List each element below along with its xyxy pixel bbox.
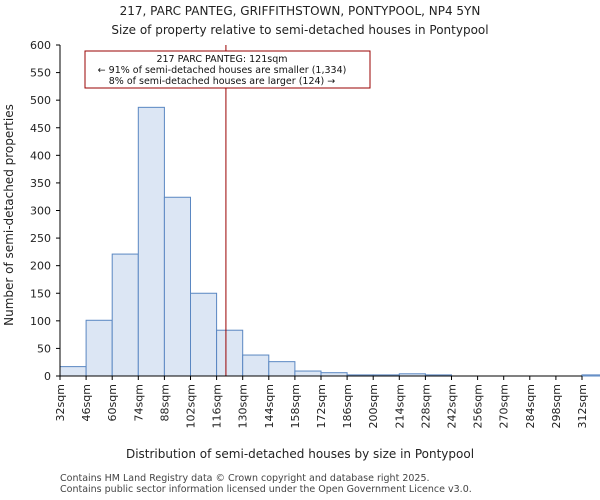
bar-116sqm — [216, 329, 244, 377]
x-tick-label: 130sqm — [237, 384, 250, 428]
bar-46sqm — [85, 319, 113, 377]
annotation-border — [84, 50, 371, 89]
annotation-box: 217 PARC PANTEG: 121sqm ← 91% of semi-de… — [84, 50, 371, 89]
bar-60sqm — [111, 253, 139, 377]
x-tick-label: 74sqm — [132, 384, 145, 421]
x-tick-label: 186sqm — [341, 384, 354, 428]
y-tick-label: 250 — [30, 232, 51, 245]
x-tick-label: 116sqm — [211, 384, 224, 428]
y-tick-label: 100 — [30, 315, 51, 328]
y-tick-label: 50 — [37, 342, 51, 355]
x-tick-label: 284sqm — [524, 384, 537, 428]
y-tick-label: 400 — [30, 149, 51, 162]
y-tick-label: 0 — [44, 370, 51, 383]
y-tick-label: 600 — [30, 39, 51, 52]
y-tick-label: 500 — [30, 94, 51, 107]
x-tick-label: 242sqm — [446, 384, 459, 428]
bar-74sqm — [137, 106, 165, 377]
x-tick-label: 88sqm — [158, 384, 171, 421]
bar-144sqm — [268, 361, 296, 377]
x-tick-label: 60sqm — [106, 384, 119, 421]
x-tick-label: 312sqm — [576, 384, 589, 428]
x-tick-label: 32sqm — [54, 384, 67, 421]
bar-32sqm — [59, 366, 87, 377]
annotation-line-2: ← 91% of semi-detached houses are smalle… — [98, 65, 347, 76]
x-tick-label: 158sqm — [289, 384, 302, 428]
y-tick-label: 450 — [30, 122, 51, 135]
y-ticks-group: 0 50 100 150 200 250 300 350 400 450 500 550 600 — [30, 39, 60, 383]
x-ticks-group: 32sqm 46sqm 60sqm 74sqm 88sqm 102sqm 116sqm 130… — [54, 376, 589, 428]
x-tick-label: 200sqm — [367, 384, 380, 428]
x-tick-label: 298sqm — [550, 384, 563, 428]
y-tick-label: 200 — [30, 260, 51, 273]
x-tick-label: 214sqm — [393, 384, 406, 428]
bars-group — [59, 106, 600, 377]
chart-title: 217, PARC PANTEG, GRIFFITHSTOWN, PONTYPO… — [120, 4, 481, 18]
x-tick-label: 102sqm — [185, 384, 198, 428]
x-tick-label: 144sqm — [263, 384, 276, 428]
bar-158sqm — [294, 370, 322, 377]
x-tick-label: 172sqm — [315, 384, 328, 428]
x-tick-label: 256sqm — [472, 384, 485, 428]
chart-subtitle: Size of property relative to semi-detach… — [111, 23, 488, 37]
annotation-line-1: 217 PARC PANTEG: 121sqm — [156, 54, 287, 65]
y-tick-label: 350 — [30, 177, 51, 190]
footer-copyright: Contains HM Land Registry data © Crown c… — [60, 473, 430, 484]
x-tick-label: 270sqm — [498, 384, 511, 428]
y-axis-label: Number of semi-detached properties — [2, 104, 16, 326]
y-tick-label: 150 — [30, 287, 51, 300]
footer-licence: Contains public sector information licen… — [60, 484, 472, 495]
y-tick-label: 300 — [30, 205, 51, 218]
x-axis-label: Distribution of semi-detached houses by … — [126, 447, 474, 461]
x-tick-label: 46sqm — [80, 384, 93, 421]
x-tick-label: 228sqm — [419, 384, 432, 428]
bar-130sqm — [242, 354, 270, 377]
bar-102sqm — [190, 292, 218, 377]
y-tick-label: 550 — [30, 67, 51, 80]
bar-312sqm — [581, 374, 600, 377]
annotation-line-3: 8% of semi-detached houses are larger (1… — [109, 76, 336, 87]
bar-88sqm — [163, 196, 191, 377]
